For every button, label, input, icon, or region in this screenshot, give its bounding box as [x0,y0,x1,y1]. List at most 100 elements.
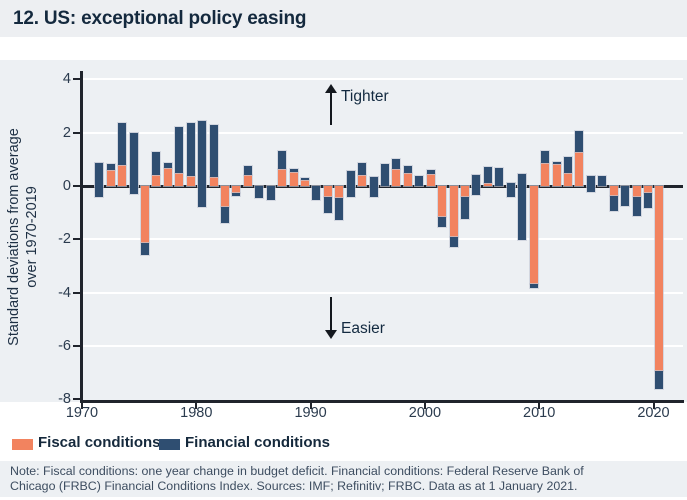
y-axis-title-line1: Standard deviations from average [6,128,22,346]
bar-1984-financial-segment [243,165,252,176]
bar-1982-fiscal-segment [221,186,230,207]
bar-2008-financial-segment [518,174,527,241]
bar-1972-financial-segment [106,163,115,170]
bar-2005-fiscal-segment [483,182,492,186]
bar-2018-fiscal-segment [632,186,641,197]
bar-2013-fiscal-segment [575,152,584,186]
y-tick-2 [73,131,81,134]
easier-arrow-line [330,297,332,331]
bar-1975-financial-segment [141,242,150,256]
bar-2009-fiscal-segment [529,186,538,284]
bar-1976-financial-segment [152,151,161,176]
down-arrow-icon [325,330,337,339]
x-tick-label-2020: 2020 [637,405,670,421]
bar-1980-financial-segment [198,120,207,208]
y-tick-label--2: -2 [58,231,71,248]
bar-1971-financial-segment [95,163,104,197]
bar-2019-financial-segment [643,193,652,209]
bar-1999-financial-segment [415,176,424,186]
bar-2020-fiscal-segment [655,186,664,371]
bar-2018-financial-segment [632,196,641,217]
fiscal-legend-swatch [12,439,33,450]
y-tick-label--4: -4 [58,284,71,301]
bar-1973-financial-segment [118,122,127,165]
bar-2003-financial-segment [461,197,470,220]
y-tick--6 [73,345,81,347]
bar-1978-fiscal-segment [175,172,184,186]
x-tick-label-1980: 1980 [180,405,213,421]
bar-1997-fiscal-segment [392,169,401,186]
bar-2007-financial-segment [506,182,515,198]
bar-1983-financial-segment [232,193,241,196]
bar-1991-financial-segment [323,196,332,214]
bar-1975-fiscal-segment [141,186,150,243]
y-tick--8 [73,398,81,401]
x-tick-1970 [81,403,83,409]
bar-1983-fiscal-segment [232,186,241,194]
y-tick-label-0: 0 [62,178,71,194]
gridline--6 [82,345,683,347]
bar-2009-financial-segment [529,283,538,289]
bar-1972-fiscal-segment [106,169,115,186]
x-tick-2000 [423,403,426,409]
bar-2002-fiscal-segment [449,186,458,237]
financial-legend-label: Financial conditions [185,434,331,451]
bar-1988-fiscal-segment [289,172,298,186]
tighter-arrow-line [330,91,332,125]
bar-2013-financial-segment [575,130,584,153]
bar-2002-financial-segment [449,236,458,248]
bar-1977-financial-segment [163,163,172,169]
plot-background [0,60,687,402]
x-tick-label-1970: 1970 [65,405,99,421]
bar-1974-financial-segment [129,133,138,195]
y-tick-0 [73,185,81,187]
bar-2004-financial-segment [472,174,481,196]
y-axis-title-line2: over 1970-2019 [24,186,40,288]
bar-1976-fiscal-segment [152,175,161,186]
y-axis [80,71,83,403]
y-axis-title: Standard deviations from average over 19… [5,57,41,417]
bar-1992-financial-segment [335,198,344,221]
bar-1987-financial-segment [278,151,287,170]
x-tick-label-2010: 2010 [523,405,556,421]
bar-2016-financial-segment [609,195,618,211]
bar-1994-fiscal-segment [358,175,367,186]
x-axis [80,400,684,403]
x-tick-1990 [309,403,312,409]
bar-1973-fiscal-segment [118,164,127,186]
y-tick-4 [73,78,81,81]
bar-1998-financial-segment [403,166,412,173]
bar-1989-financial-segment [301,177,310,181]
footnote-line1: Note: Fiscal conditions: one year change… [10,464,584,478]
bar-1978-financial-segment [175,126,184,173]
bar-1989-fiscal-segment [301,180,310,186]
y-tick-label-4: 4 [62,71,71,88]
bar-1992-fiscal-segment [335,186,344,199]
bar-1997-financial-segment [392,159,401,170]
chart-title: 12. US: exceptional policy easing [13,8,307,29]
bar-2016-fiscal-segment [609,186,618,196]
bar-1977-fiscal-segment [163,168,172,186]
y-tick-label-2: 2 [62,124,71,141]
y-tick--2 [73,238,81,241]
gridline--2 [82,238,683,241]
bar-1979-fiscal-segment [186,175,195,186]
x-tick-2010 [538,403,541,409]
y-tick-label--8: -8 [58,391,71,408]
x-tick-1980 [195,403,198,409]
bar-1987-fiscal-segment [278,169,287,186]
bar-1986-financial-segment [266,186,275,200]
bar-1981-fiscal-segment [209,177,218,186]
zero-line [82,184,683,188]
bar-2011-fiscal-segment [552,163,561,186]
financial-legend-swatch [159,439,180,450]
title-bar: 12. US: exceptional policy easing [0,0,687,37]
bar-2015-financial-segment [598,175,607,186]
bar-1996-financial-segment [381,164,390,186]
bar-1991-fiscal-segment [323,186,332,197]
bar-1995-financial-segment [369,177,378,198]
y-tick-label--6: -6 [58,338,71,354]
bar-1988-financial-segment [289,169,298,173]
bar-1998-fiscal-segment [403,172,412,186]
